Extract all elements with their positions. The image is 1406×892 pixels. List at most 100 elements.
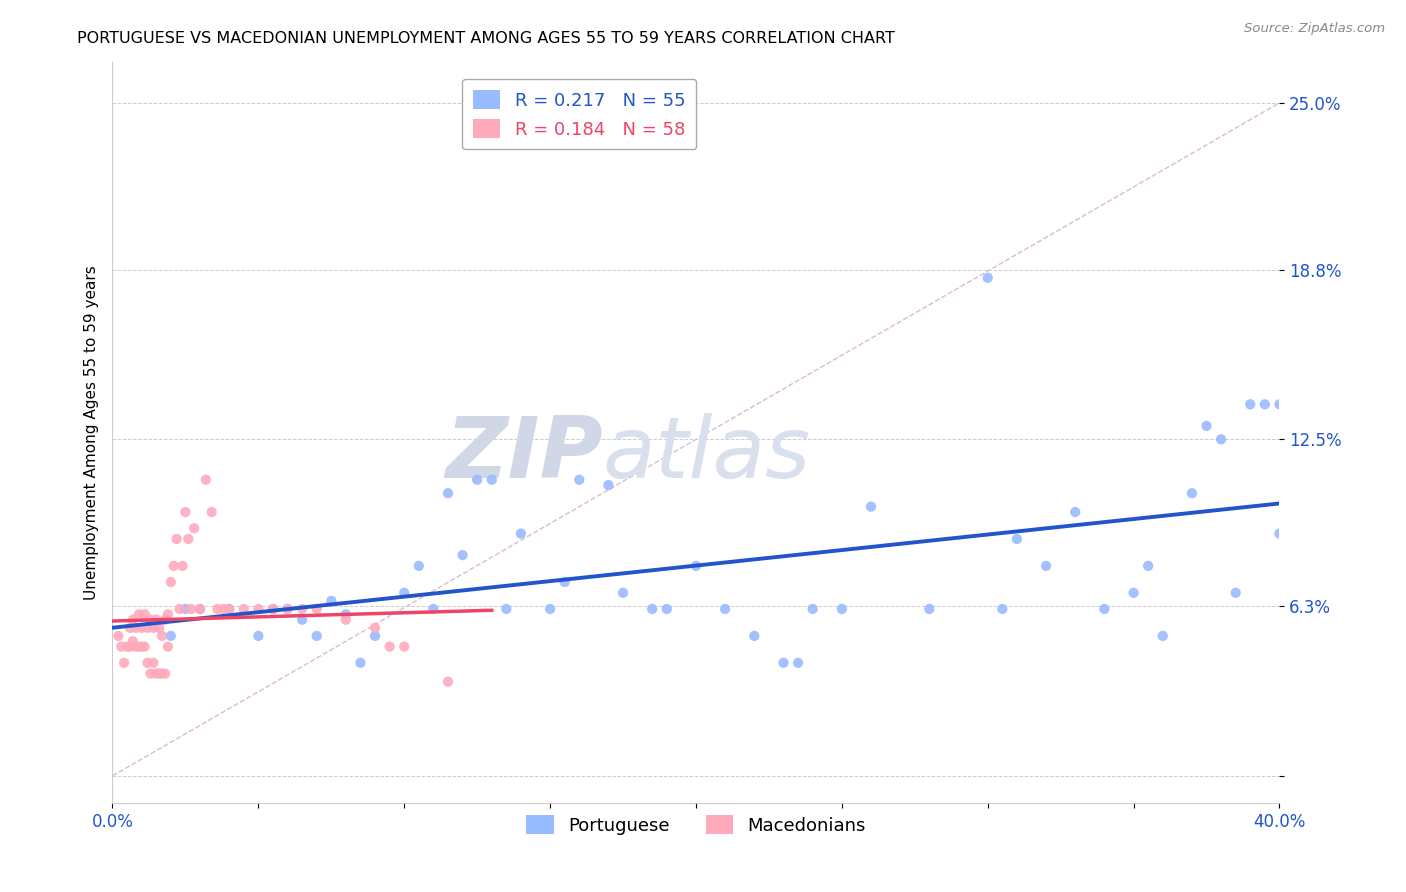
Point [153,613,176,627]
Point [201,505,224,519]
Point [107,629,129,643]
Point [125,621,148,635]
Point [145,613,167,627]
Point [335,607,357,622]
Point [685,558,707,573]
Point [291,602,314,616]
Point [422,602,444,616]
Point [142,656,165,670]
Point [364,621,387,635]
Point [247,629,270,643]
Point [122,634,145,648]
Point [1239,397,1261,411]
Point [1137,558,1160,573]
Point [394,640,416,654]
Point [139,666,162,681]
Point [262,602,284,616]
Point [1094,602,1116,616]
Point [1254,397,1277,411]
Point [1005,532,1028,546]
Point [183,521,205,535]
Point [172,558,194,573]
Point [218,602,240,616]
Point [160,629,183,643]
Point [1225,586,1247,600]
Point [787,656,810,670]
Point [118,640,141,654]
Point [134,607,156,622]
Point [276,602,298,616]
Point [321,594,343,608]
Point [163,558,186,573]
Point [918,602,941,616]
Point [991,602,1014,616]
Point [125,640,148,654]
Point [378,640,401,654]
Point [437,674,460,689]
Point [139,613,162,627]
Point [509,526,531,541]
Point [247,602,270,616]
Point [349,656,371,670]
Point [598,478,620,492]
Y-axis label: Unemployment Among Ages 55 to 59 years: Unemployment Among Ages 55 to 59 years [83,265,98,600]
Point [174,602,197,616]
Point [156,640,179,654]
Point [1035,558,1057,573]
Point [394,586,416,600]
Point [207,602,229,616]
Point [262,602,284,616]
Point [801,602,824,616]
Point [218,602,240,616]
Point [194,473,217,487]
Point [131,621,153,635]
Point [772,656,794,670]
Point [188,602,211,616]
Point [437,486,460,500]
Point [136,656,159,670]
Point [1152,629,1174,643]
Point [1268,397,1291,411]
Point [188,602,211,616]
Point [364,629,387,643]
Point [1064,505,1087,519]
Point [655,602,678,616]
Point [276,602,298,616]
Point [122,613,145,627]
Point [1209,433,1232,447]
Point [118,621,141,635]
Point [742,629,765,643]
Point [860,500,883,514]
Point [714,602,737,616]
Point [976,270,998,285]
Point [212,602,235,616]
Point [831,602,853,616]
Point [148,621,170,635]
Point [554,575,576,590]
Point [160,575,183,590]
Point [145,666,167,681]
Point [150,629,173,643]
Point [1122,586,1144,600]
Point [1268,526,1291,541]
Point [408,558,430,573]
Point [612,586,634,600]
Point [538,602,561,616]
Point [1181,486,1204,500]
Point [180,602,202,616]
Text: PORTUGUESE VS MACEDONIAN UNEMPLOYMENT AMONG AGES 55 TO 59 YEARS CORRELATION CHAR: PORTUGUESE VS MACEDONIAN UNEMPLOYMENT AM… [77,31,896,46]
Point [495,602,517,616]
Point [169,602,191,616]
Point [305,629,328,643]
Point [142,621,165,635]
Point [134,640,156,654]
Point [156,607,179,622]
Point [150,666,173,681]
Point [128,640,150,654]
Point [481,473,503,487]
Text: atlas: atlas [603,413,811,496]
Point [110,640,132,654]
Point [568,473,591,487]
Point [177,532,200,546]
Point [112,656,135,670]
